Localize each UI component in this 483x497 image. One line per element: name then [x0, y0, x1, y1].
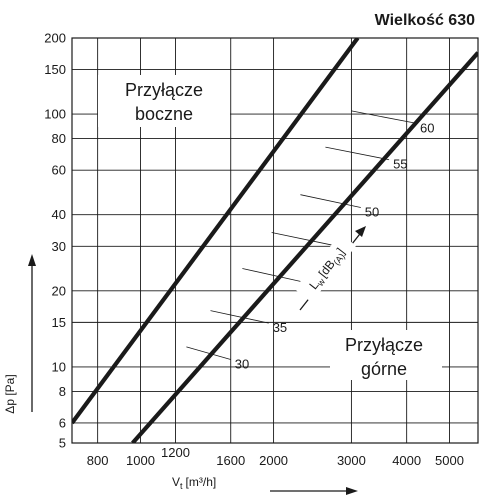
- y-tick-10: 10: [52, 359, 66, 374]
- region-label-boczne: Przyłącze boczne: [98, 75, 230, 127]
- noise-line-55: [325, 146, 390, 161]
- noise-axis: Lw[dB(A)]: [295, 226, 366, 311]
- x-tick-1600: 1600: [216, 453, 245, 468]
- noise-label-55: 55: [393, 157, 407, 172]
- y-tick-100: 100: [44, 107, 66, 122]
- x-tick-1000: 1000: [126, 453, 155, 468]
- x-tick-800: 800: [87, 453, 109, 468]
- noise-axis-label-unit-post: ]: [334, 245, 347, 256]
- chart-title: Wielkość 630: [375, 12, 475, 29]
- noise-line-50: [300, 194, 361, 208]
- region-label-gorne-bg: [330, 330, 442, 380]
- y-tick-40: 40: [52, 207, 66, 222]
- x-tick-4000: 4000: [392, 453, 421, 468]
- y-tick-5: 5: [59, 436, 66, 451]
- noise-label-30: 30: [235, 356, 249, 371]
- y-tick-60: 60: [52, 163, 66, 178]
- noise-label-35: 35: [273, 320, 287, 335]
- x-tick-labels: 800 1000 1200 1600 2000 3000 4000 5000: [87, 445, 464, 468]
- region-label-gorne-line2: górne: [361, 359, 407, 379]
- region-label-boczne-bg: [98, 75, 230, 127]
- noise-line-30: [186, 346, 231, 360]
- y-tick-150: 150: [44, 62, 66, 77]
- region-label-boczne-line1: Przyłącze: [125, 80, 203, 100]
- series-line-1: [72, 38, 360, 425]
- noise-line-35: [210, 310, 269, 324]
- x-tick-2000: 2000: [259, 453, 288, 468]
- y-tick-15: 15: [52, 315, 66, 330]
- noise-line-60: [351, 110, 417, 124]
- noise-axis-arrowhead: [355, 226, 366, 237]
- series-line-2: [131, 51, 478, 443]
- y-tick-200: 200: [44, 31, 66, 46]
- y-tick-30: 30: [52, 239, 66, 254]
- x-axis-label-main: V: [172, 475, 180, 489]
- noise-label-60: 60: [420, 120, 434, 135]
- x-axis-arrowhead: [346, 487, 358, 495]
- x-tick-3000: 3000: [337, 453, 366, 468]
- y-tick-80: 80: [52, 131, 66, 146]
- noise-line-45: [271, 232, 333, 246]
- noise-line-40: [242, 268, 301, 282]
- y-axis-label-group: Δp [Pa]: [3, 254, 36, 414]
- noise-level-lines: [186, 110, 417, 360]
- x-tick-5000: 5000: [435, 453, 464, 468]
- x-axis-label-group: Vt [m³/h]: [172, 475, 358, 495]
- noise-axis-label-bg: [295, 233, 357, 303]
- x-axis-label-sub: t: [180, 481, 183, 491]
- y-tick-20: 20: [52, 283, 66, 298]
- y-tick-6: 6: [59, 415, 66, 430]
- region-label-gorne: Przyłącze górne: [330, 330, 442, 380]
- plot-frame: [71, 37, 479, 444]
- y-tick-labels: 5 6 8 10 15 20 30 40 60 80 100 150 200: [44, 31, 66, 451]
- series-lines: [72, 38, 478, 443]
- y-tick-8: 8: [59, 384, 66, 399]
- noise-label-50: 50: [365, 205, 379, 220]
- region-label-boczne-line2: boczne: [135, 104, 193, 124]
- x-axis-label-unit: [m³/h]: [186, 475, 217, 489]
- x-axis-label: Vt [m³/h]: [172, 475, 216, 491]
- x-tick-1200: 1200: [161, 445, 190, 460]
- y-axis-arrowhead: [28, 254, 36, 266]
- region-label-gorne-line1: Przyłącze: [345, 335, 423, 355]
- y-axis-label: Δp [Pa]: [3, 374, 17, 413]
